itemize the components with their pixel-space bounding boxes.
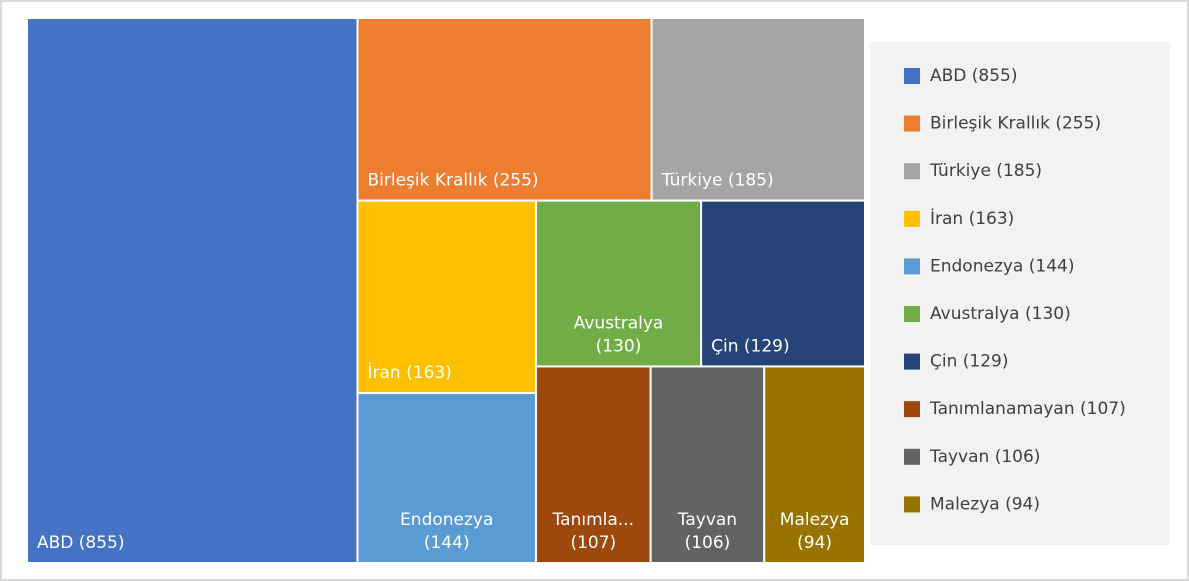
legend-swatch xyxy=(904,353,920,370)
legend-swatch xyxy=(904,401,920,418)
tile xyxy=(26,17,359,564)
tile-label: Malezya xyxy=(780,510,850,530)
tile-label: İran (163) xyxy=(367,362,451,383)
tile-label: (107) xyxy=(570,533,616,553)
tile-label: Birleşik Krallık (255) xyxy=(367,171,538,191)
tile-label: ABD (855) xyxy=(37,533,125,553)
tile-label: Endonezya xyxy=(400,510,493,530)
legend-swatch xyxy=(904,163,920,180)
tile xyxy=(650,17,866,202)
tile-label: (106) xyxy=(685,533,731,553)
legend-swatch xyxy=(904,306,920,322)
legend-label: Türkiye (185) xyxy=(929,161,1042,181)
tile-label: (130) xyxy=(596,336,642,356)
legend-swatch xyxy=(904,68,920,84)
tile-label: (94) xyxy=(797,533,832,553)
legend-swatch xyxy=(904,115,920,132)
tile xyxy=(534,365,652,564)
tile xyxy=(700,199,866,368)
legend-label: Endonezya (144) xyxy=(930,256,1074,276)
legend-swatch xyxy=(904,496,920,513)
legend-label: İran (163) xyxy=(930,208,1014,229)
tile xyxy=(356,199,537,395)
tile-label: Çin (129) xyxy=(711,336,789,356)
legend-label: Tayvan (106) xyxy=(929,447,1040,467)
legend-label: Malezya (94) xyxy=(930,494,1040,514)
legend-label: Çin (129) xyxy=(930,352,1008,372)
legend-label: ABD (855) xyxy=(930,66,1018,86)
tile xyxy=(763,365,867,564)
tile-label: Türkiye (185) xyxy=(661,171,774,191)
legend-swatch xyxy=(904,448,920,465)
tile-label: Tanımla... xyxy=(552,510,634,530)
tile xyxy=(356,17,653,202)
tile-label: (144) xyxy=(424,533,470,553)
legend-label: Tanımlanamayan (107) xyxy=(929,399,1126,419)
tile-label: Tayvan xyxy=(677,510,737,530)
legend-swatch xyxy=(904,258,920,275)
legend-label: Avustralya (130) xyxy=(930,304,1071,324)
legend-swatch xyxy=(904,210,920,227)
tile xyxy=(649,365,766,564)
tile-label: Avustralya xyxy=(574,313,664,333)
tile xyxy=(356,392,537,564)
legend-label: Birleşik Krallık (255) xyxy=(930,114,1101,134)
